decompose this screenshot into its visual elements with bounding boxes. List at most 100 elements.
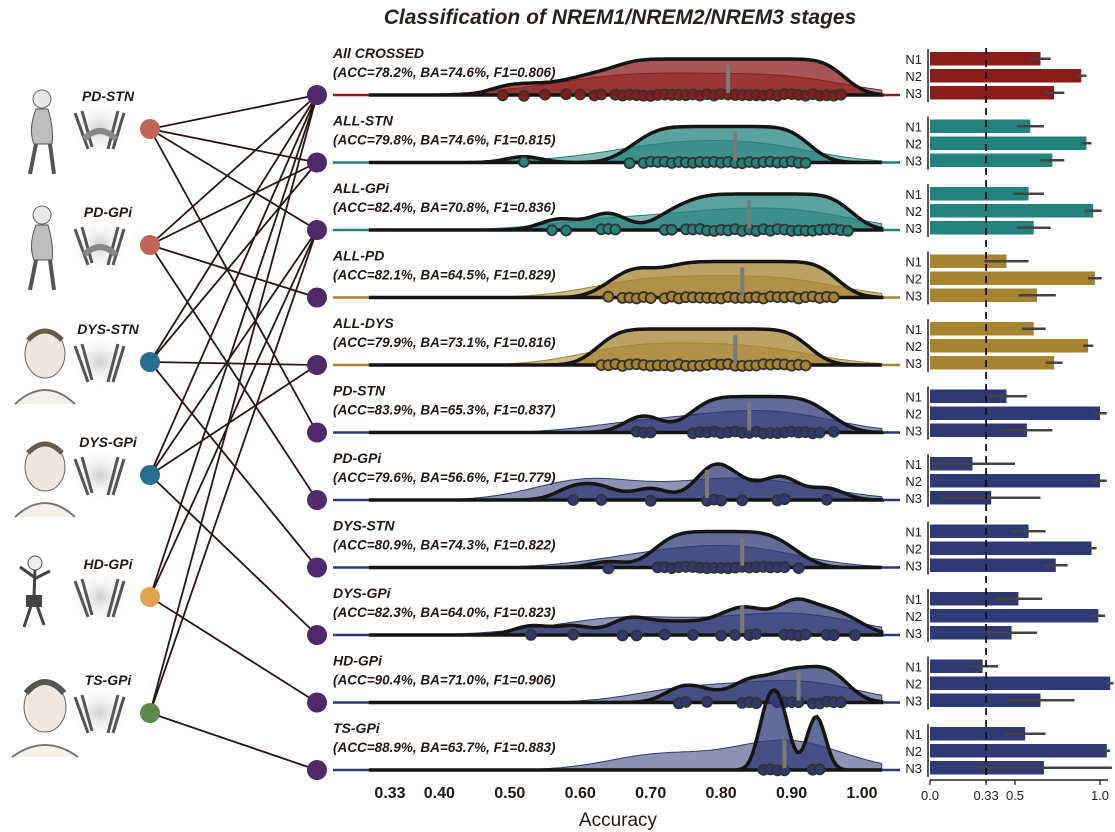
link-line bbox=[149, 161, 318, 363]
x-tick-label: 0.70 bbox=[635, 785, 666, 802]
x-tick-label: 0.60 bbox=[565, 785, 596, 802]
target-node bbox=[307, 422, 327, 443]
ridge-row-all-dys: ALL-DYS (ACC=79.9%, BA=73.1%, F1=0.816) bbox=[307, 315, 900, 375]
data-point bbox=[574, 88, 587, 101]
stage-label: N1 bbox=[905, 322, 922, 337]
device-shadow bbox=[68, 685, 132, 741]
density-outline bbox=[368, 259, 884, 300]
data-point bbox=[595, 494, 608, 506]
ridge-row-pd-stn: PD-STN (ACC=83.9%, BA=65.3%, F1=0.837) bbox=[307, 383, 900, 443]
stage-bar bbox=[930, 727, 1026, 741]
stage-label: N1 bbox=[905, 659, 922, 674]
electrode-leads bbox=[73, 226, 126, 266]
x-tick-label: 0.50 bbox=[494, 785, 525, 802]
ridge-row-all-pd: ALL-PD (ACC=82.1%, BA=64.5%, F1=0.829) bbox=[307, 248, 900, 308]
stage-label: N1 bbox=[905, 457, 922, 472]
stage-label: N2 bbox=[905, 744, 922, 759]
target-node bbox=[307, 557, 327, 578]
link-line bbox=[149, 229, 318, 714]
stage-bar bbox=[930, 271, 1095, 285]
ridge-row-pd-gpi: PD-GPi (ACC=79.6%, BA=56.6%, F1=0.779) bbox=[307, 450, 900, 510]
stage-label: N1 bbox=[905, 254, 922, 269]
stage-bar bbox=[930, 389, 1007, 403]
data-point bbox=[778, 493, 791, 506]
data-point bbox=[560, 224, 572, 237]
stage-bar bbox=[930, 204, 1094, 218]
stage-label: N3 bbox=[905, 491, 922, 506]
elderly-parkinson-patient-icon bbox=[28, 205, 132, 291]
stage-bars-hd-gpi: N1 N2 N3 bbox=[905, 656, 1114, 710]
elderly-parkinson-patient-icon bbox=[28, 89, 132, 175]
target-node bbox=[307, 625, 327, 645]
data-point bbox=[595, 88, 608, 101]
patient-illustrations bbox=[11, 89, 132, 758]
stage-bars-all-pd: N1 N2 N3 bbox=[905, 251, 1102, 305]
data-point bbox=[842, 224, 854, 237]
link-line bbox=[149, 244, 318, 501]
stage-label: N2 bbox=[905, 609, 922, 624]
target-node bbox=[307, 85, 327, 105]
stage-label: N1 bbox=[905, 727, 922, 742]
x-tick-label: 0.80 bbox=[706, 785, 737, 802]
stage-bar bbox=[930, 322, 1034, 336]
data-point bbox=[715, 629, 727, 642]
tourette-patient-icon bbox=[11, 679, 132, 758]
cohort-node-hd-gpi bbox=[140, 587, 160, 607]
data-point bbox=[658, 628, 671, 641]
density-outline bbox=[368, 327, 882, 367]
ridge-row-all-crossed: All CROSSED (ACC=78.2%, BA=74.6%, F1=0.80… bbox=[307, 45, 900, 105]
stage-bar bbox=[930, 339, 1089, 353]
stage-bar bbox=[930, 254, 1007, 268]
data-point bbox=[827, 425, 840, 438]
stage-bars-all-dys: N1 N2 N3 bbox=[905, 319, 1094, 372]
target-node bbox=[307, 490, 327, 510]
bar-x-tick-label: 1.0 bbox=[1091, 788, 1109, 803]
stage-label: N2 bbox=[905, 406, 922, 421]
bar-x-tick-label: 0.5 bbox=[1006, 788, 1024, 803]
stage-label: N2 bbox=[905, 204, 922, 219]
bar-x-tick-label: 0.0 bbox=[921, 788, 939, 803]
density-outline bbox=[368, 124, 882, 165]
shoulders bbox=[11, 744, 79, 758]
stage-bar bbox=[930, 558, 1056, 572]
stage-bar bbox=[930, 524, 1029, 538]
link-line bbox=[149, 128, 318, 231]
stage-bar bbox=[930, 69, 1082, 83]
cohort-node-pd-gpi bbox=[140, 235, 160, 255]
cohort-label: PD-STN bbox=[82, 88, 135, 104]
data-point bbox=[616, 629, 629, 642]
link-line bbox=[149, 712, 318, 771]
data-point bbox=[496, 89, 509, 102]
link-line bbox=[149, 94, 318, 246]
link-line bbox=[149, 94, 318, 714]
stage-bar bbox=[930, 288, 1038, 302]
brain-target bbox=[81, 244, 119, 258]
cohort-link-lines bbox=[149, 94, 318, 771]
torso bbox=[30, 108, 53, 145]
stage-bar bbox=[930, 187, 1029, 201]
link-line bbox=[149, 364, 318, 476]
cohort-label: DYS-GPi bbox=[79, 434, 138, 450]
data-point bbox=[813, 763, 826, 776]
stage-bar bbox=[930, 541, 1092, 555]
dystonia-patient-icon bbox=[14, 328, 132, 405]
stage-bar bbox=[930, 676, 1111, 690]
link-line bbox=[149, 244, 318, 299]
data-point bbox=[525, 629, 537, 641]
stage-bars-all-gpi: N1 N2 N3 bbox=[905, 184, 1102, 237]
stage-bars-dys-stn: N1 N2 N3 bbox=[905, 521, 1097, 575]
target-node bbox=[307, 355, 327, 375]
row-metrics: (ACC=90.4%, BA=71.0%, F1=0.906) bbox=[333, 673, 556, 688]
data-point bbox=[813, 426, 826, 439]
target-node bbox=[307, 760, 327, 780]
row-title: HD-GPi bbox=[333, 653, 383, 669]
data-point bbox=[799, 359, 812, 372]
stage-label: N3 bbox=[905, 221, 922, 236]
shorts bbox=[26, 595, 42, 607]
data-point bbox=[827, 291, 840, 304]
density-outline bbox=[368, 529, 882, 570]
data-point bbox=[715, 494, 727, 507]
data-point bbox=[729, 629, 742, 641]
data-point bbox=[609, 223, 622, 236]
data-point bbox=[644, 494, 657, 507]
